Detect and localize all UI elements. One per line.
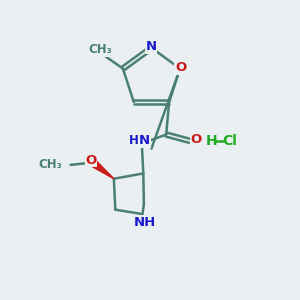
Text: Cl: Cl	[222, 134, 237, 148]
Text: N: N	[145, 40, 156, 53]
Text: O: O	[175, 61, 186, 74]
Text: O: O	[85, 154, 97, 167]
Text: NH: NH	[134, 216, 156, 229]
Text: CH₃: CH₃	[89, 43, 112, 56]
Text: H: H	[129, 134, 139, 147]
Text: CH₃: CH₃	[39, 158, 62, 171]
Text: N: N	[139, 134, 150, 147]
Text: O: O	[190, 133, 202, 146]
Text: H: H	[206, 134, 217, 148]
Polygon shape	[90, 160, 114, 179]
